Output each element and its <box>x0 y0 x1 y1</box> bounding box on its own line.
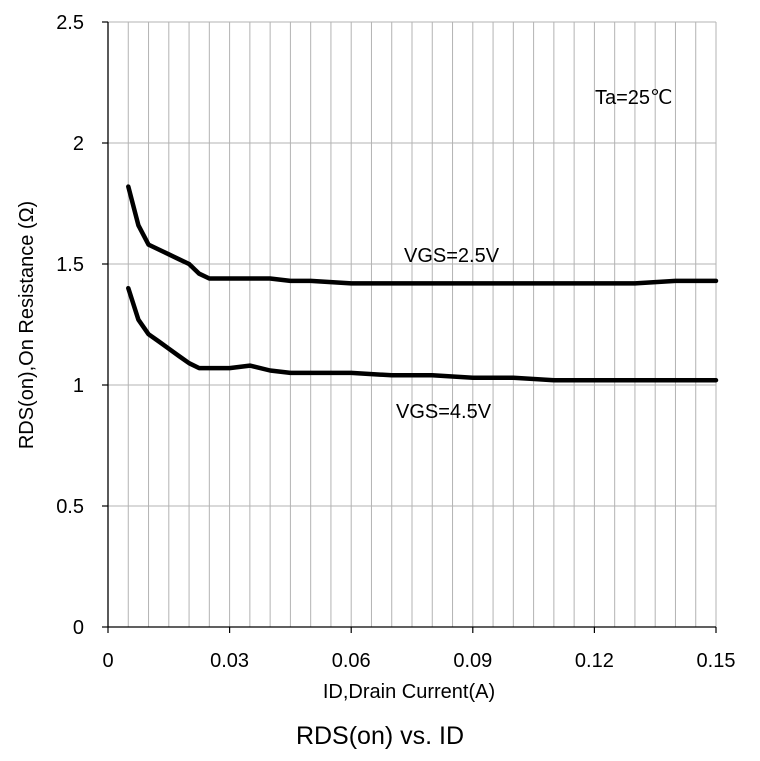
y-tick-label: 1.5 <box>56 254 84 276</box>
y-tick-label: 0 <box>73 617 84 639</box>
tick-labels: 0 0.5 1 1.5 2 2.5 0 0.03 0.06 0.09 0.12 0.15 <box>56 12 735 672</box>
y-tick-label: 2.5 <box>56 12 84 34</box>
y-tick-label: 2 <box>73 133 84 155</box>
x-tick-label: 0.15 <box>697 650 736 672</box>
x-tick-label: 0.03 <box>210 650 249 672</box>
y-tick-label: 0.5 <box>56 496 84 518</box>
series-lines <box>126 184 719 383</box>
axes <box>102 21 717 633</box>
series-line <box>126 184 719 286</box>
y-axis-label: RDS(on),On Resistance (Ω) <box>16 201 38 449</box>
y-tick-label: 1 <box>73 375 84 397</box>
x-axis-label: ID,Drain Current(A) <box>323 681 495 703</box>
x-tick-label: 0 <box>102 650 113 672</box>
series-labels: VGS=2.5V VGS=4.5V <box>396 245 500 423</box>
x-tick-label: 0.09 <box>453 650 492 672</box>
grid <box>108 21 717 627</box>
chart-title: RDS(on) vs. ID <box>295 722 465 750</box>
x-tick-label: 0.06 <box>332 650 371 672</box>
series-label: VGS=4.5V <box>396 401 492 423</box>
x-tick-label: 0.12 <box>575 650 614 672</box>
series-label: VGS=2.5V <box>404 245 500 267</box>
series-line <box>126 285 719 383</box>
temperature-annotation: Ta=25℃ <box>595 87 673 109</box>
